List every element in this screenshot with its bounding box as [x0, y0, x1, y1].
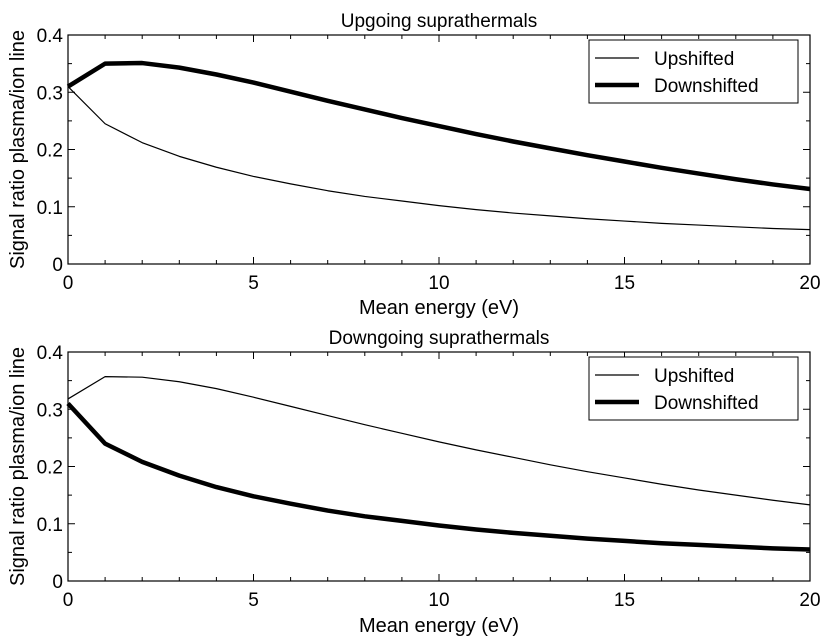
- x-tick-label: 15: [614, 273, 635, 294]
- legend-label-downshifted: Downshifted: [654, 76, 759, 97]
- y-tick-label: 0.4: [37, 26, 64, 47]
- chart-downgoing: Downgoing suprathermals 0 5 10 15 20 0 0.1 0.2 0.…: [7, 328, 821, 637]
- legend-box: [588, 356, 799, 421]
- x-axis-label: Mean energy (eV): [359, 615, 519, 637]
- y-tick-label: 0.1: [37, 198, 63, 219]
- x-tick-label: 20: [799, 590, 820, 611]
- legend: Upshifted Downshifted: [588, 356, 799, 421]
- chart-upgoing: Upgoing suprathermals 0 5 10 15 20 0 0.1 0.2 0.3 0…: [7, 11, 821, 319]
- series-line-upshifted: [67, 86, 811, 231]
- y-axis-label: Signal ratio plasma/ion line: [7, 347, 29, 586]
- legend-box: [588, 39, 799, 104]
- series-line-downshifted: [66, 401, 811, 552]
- series-line-upshifted: [67, 376, 811, 506]
- x-tick-label: 0: [63, 590, 74, 611]
- y-tick-label: 0.1: [37, 515, 63, 536]
- chart-title: Downgoing suprathermals: [329, 328, 550, 349]
- legend-label-upshifted: Upshifted: [654, 49, 734, 70]
- y-tick-label: 0.2: [37, 141, 63, 162]
- y-tick-label: 0: [52, 255, 63, 276]
- y-axis-label: Signal ratio plasma/ion line: [7, 30, 29, 269]
- x-tick-label: 5: [248, 273, 259, 294]
- y-tick-label: 0.2: [37, 458, 63, 479]
- chart-title: Upgoing suprathermals: [341, 11, 537, 32]
- x-tick-label: 10: [428, 273, 449, 294]
- x-tick-label: 10: [428, 590, 449, 611]
- x-tick-label: 0: [63, 273, 74, 294]
- legend: Upshifted Downshifted: [588, 39, 799, 104]
- y-tick-label: 0.3: [37, 83, 63, 104]
- series-line-downshifted: [66, 60, 811, 192]
- legend-label-downshifted: Downshifted: [654, 393, 759, 414]
- x-axis-label: Mean energy (eV): [359, 297, 519, 319]
- y-tick-label: 0.4: [37, 343, 64, 364]
- x-tick-label: 15: [614, 590, 635, 611]
- legend-label-upshifted: Upshifted: [654, 366, 734, 387]
- y-tick-label: 0.3: [37, 400, 63, 421]
- x-tick-label: 5: [248, 590, 259, 611]
- x-tick-label: 20: [799, 273, 820, 294]
- y-tick-label: 0: [52, 572, 63, 593]
